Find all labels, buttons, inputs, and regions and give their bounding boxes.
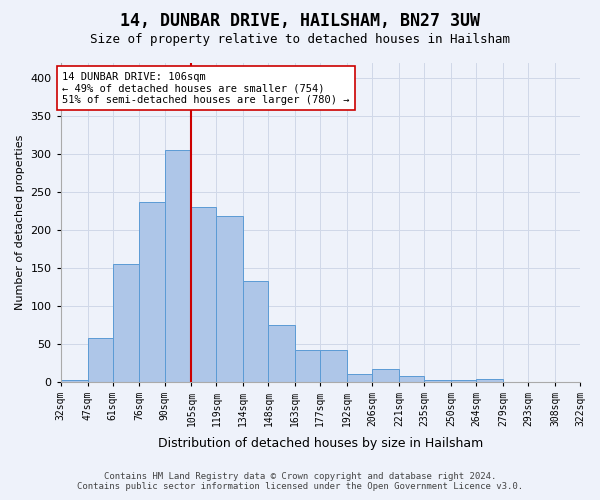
- Text: 14, DUNBAR DRIVE, HAILSHAM, BN27 3UW: 14, DUNBAR DRIVE, HAILSHAM, BN27 3UW: [120, 12, 480, 30]
- Text: Size of property relative to detached houses in Hailsham: Size of property relative to detached ho…: [90, 32, 510, 46]
- Bar: [295, 350, 320, 382]
- X-axis label: Distribution of detached houses by size in Hailsham: Distribution of detached houses by size …: [158, 437, 483, 450]
- Bar: [113, 264, 139, 382]
- Bar: [191, 207, 217, 382]
- Bar: [320, 350, 347, 382]
- Bar: [451, 380, 476, 382]
- Bar: [139, 202, 164, 382]
- Y-axis label: Number of detached properties: Number of detached properties: [15, 134, 25, 310]
- Bar: [244, 280, 268, 382]
- Text: Contains HM Land Registry data © Crown copyright and database right 2024.
Contai: Contains HM Land Registry data © Crown c…: [77, 472, 523, 491]
- Bar: [372, 370, 399, 382]
- Bar: [217, 216, 244, 382]
- Bar: [61, 380, 88, 382]
- Bar: [424, 380, 451, 382]
- Bar: [476, 380, 503, 382]
- Bar: [268, 324, 295, 382]
- Bar: [399, 376, 424, 382]
- Text: 14 DUNBAR DRIVE: 106sqm
← 49% of detached houses are smaller (754)
51% of semi-d: 14 DUNBAR DRIVE: 106sqm ← 49% of detache…: [62, 72, 350, 105]
- Bar: [88, 338, 113, 382]
- Bar: [164, 150, 191, 382]
- Bar: [347, 374, 372, 382]
